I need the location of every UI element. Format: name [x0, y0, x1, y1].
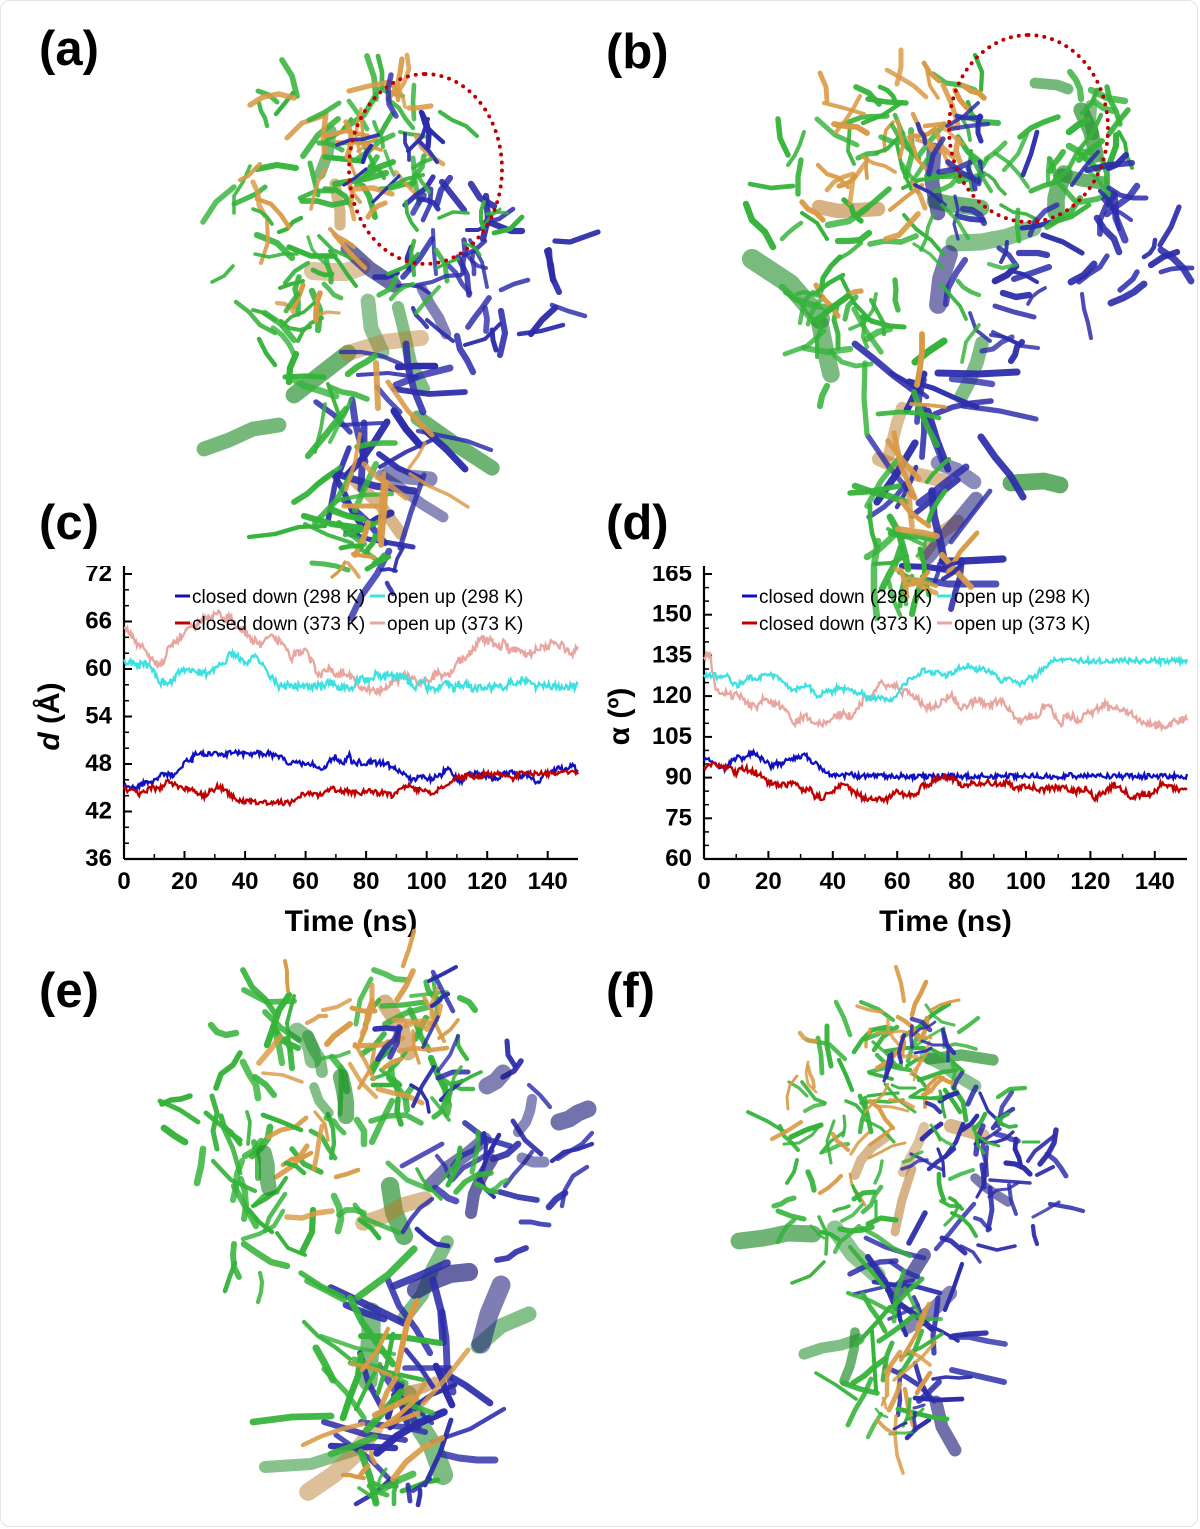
svg-text:open up (298 K): open up (298 K)	[387, 587, 523, 608]
svg-text:d (Å): d (Å)	[33, 682, 66, 750]
svg-text:140: 140	[1135, 868, 1175, 895]
svg-text:60: 60	[884, 868, 911, 895]
svg-text:20: 20	[171, 868, 198, 895]
svg-text:75: 75	[665, 804, 692, 831]
svg-text:20: 20	[755, 868, 782, 895]
svg-text:54: 54	[85, 703, 112, 730]
svg-text:60: 60	[665, 845, 692, 872]
svg-text:60: 60	[292, 868, 319, 895]
svg-text:100: 100	[407, 868, 447, 895]
svg-text:open up (373 K): open up (373 K)	[387, 614, 523, 635]
svg-text:100: 100	[1006, 868, 1046, 895]
svg-text:66: 66	[85, 608, 112, 635]
svg-text:0: 0	[697, 868, 710, 895]
svg-text:120: 120	[652, 682, 692, 709]
svg-text:α (º): α (º)	[603, 688, 636, 746]
svg-text:135: 135	[652, 641, 692, 668]
svg-text:165: 165	[652, 566, 692, 587]
svg-text:36: 36	[85, 845, 112, 872]
svg-text:Time (ns): Time (ns)	[879, 905, 1012, 938]
svg-text:48: 48	[85, 750, 112, 777]
svg-text:closed down (373 K): closed down (373 K)	[192, 614, 365, 635]
svg-text:42: 42	[85, 798, 112, 825]
svg-text:40: 40	[819, 868, 846, 895]
svg-text:0: 0	[117, 868, 130, 895]
svg-text:open up (373 K): open up (373 K)	[954, 614, 1090, 635]
svg-text:80: 80	[948, 868, 975, 895]
svg-text:140: 140	[528, 868, 568, 895]
svg-text:Time (ns): Time (ns)	[285, 905, 418, 938]
svg-text:150: 150	[652, 601, 692, 628]
svg-text:closed down (373 K): closed down (373 K)	[759, 614, 932, 635]
svg-text:60: 60	[85, 655, 112, 682]
svg-text:closed down (298 K): closed down (298 K)	[759, 587, 932, 608]
svg-text:open up (298 K): open up (298 K)	[954, 587, 1090, 608]
svg-text:40: 40	[232, 868, 259, 895]
svg-text:80: 80	[353, 868, 380, 895]
svg-text:72: 72	[85, 566, 112, 587]
svg-text:closed down (298 K): closed down (298 K)	[192, 587, 365, 608]
svg-text:120: 120	[1070, 868, 1110, 895]
svg-text:105: 105	[652, 723, 692, 750]
svg-text:120: 120	[467, 868, 507, 895]
svg-text:90: 90	[665, 764, 692, 791]
